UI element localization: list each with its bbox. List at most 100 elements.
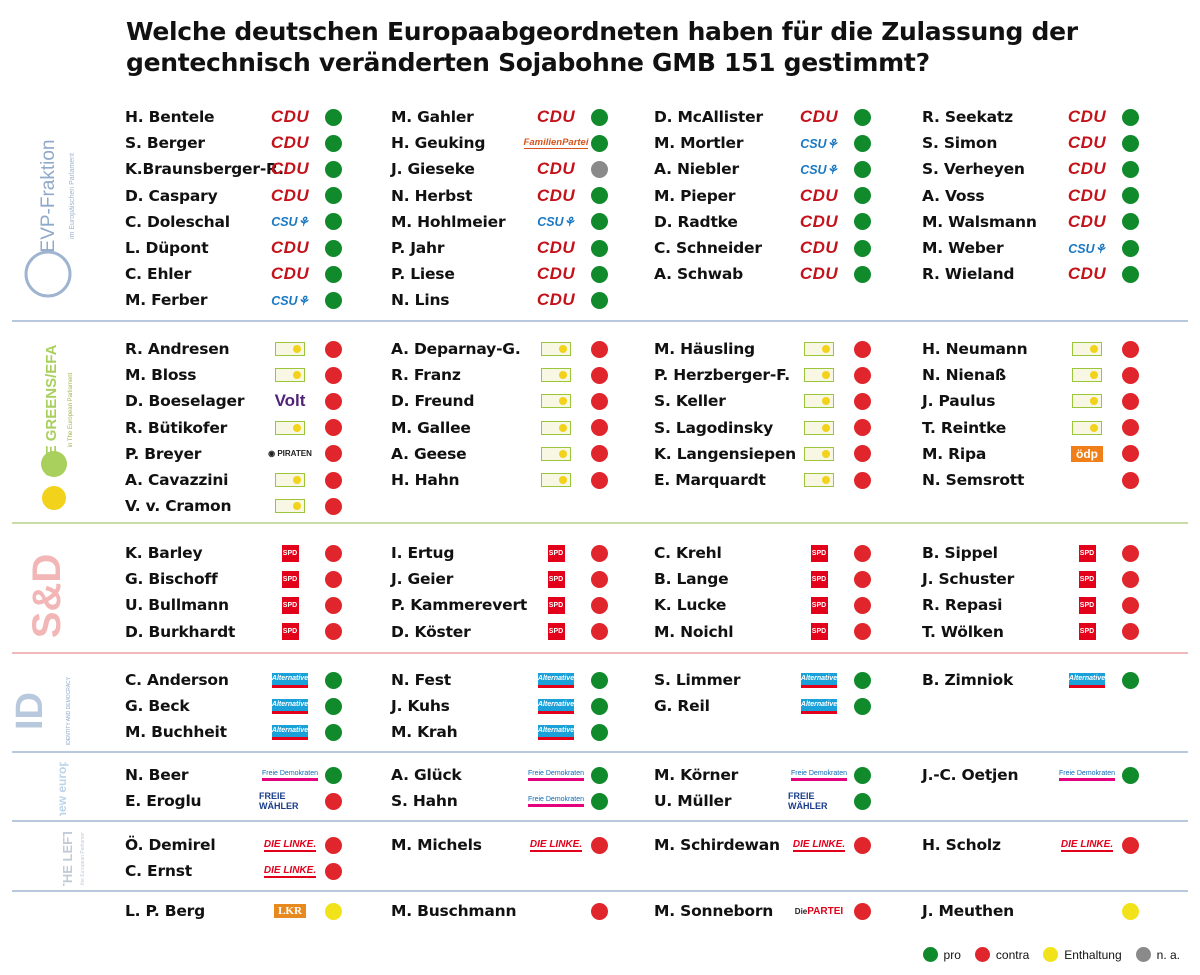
member-row: T. Wölken SPD [922, 619, 1188, 645]
party-logo: CDU [259, 133, 321, 153]
member-row: J. Paulus [922, 388, 1188, 414]
vote-contra-dot [1122, 623, 1139, 641]
vote-pro-dot [854, 265, 871, 283]
member-name: C. Doleschal [125, 212, 230, 231]
member-row: J. Geier SPD [391, 566, 654, 592]
member-row: G. Bischoff SPD [125, 566, 391, 592]
party-logo [788, 391, 850, 411]
vote-contra-dot [1122, 340, 1139, 358]
member-name: J. Schuster [922, 570, 1015, 589]
vote-pro-dot [1122, 160, 1139, 178]
group-columns: Ö. Demirel DIE LINKE. C. Ernst DIE LINKE. M.… [125, 832, 1188, 884]
party-logo: SPD [1056, 595, 1118, 615]
freie-waehler-logo: FREIE WÄHLER [259, 791, 299, 812]
member-row: C. Ernst DIE LINKE. [125, 858, 391, 884]
member-name: K. Lucke [654, 596, 727, 615]
member-name: N. Semsrott [922, 471, 1025, 490]
vote-contra-dot [854, 623, 871, 641]
vote-enthaltung-dot [1122, 902, 1139, 920]
member-name: J. Kuhs [391, 697, 450, 716]
gruene-logo [1072, 342, 1102, 357]
member-row: A. Glück Freie Demokraten [391, 762, 654, 788]
vote-pro-dot [325, 160, 342, 178]
member-name: E. Marquardt [654, 471, 766, 490]
gruene-logo [1072, 420, 1102, 435]
member-column: M. Sonneborn DiePARTEI [654, 898, 922, 924]
party-logo: CSU⚘ [525, 212, 587, 232]
vote-pro-dot [1122, 134, 1139, 152]
vote-contra-dot [854, 596, 871, 614]
greens-sun-icon [41, 451, 67, 477]
member-row: L. Düpont CDU [125, 235, 391, 261]
group-logo-graphic: renew europe. [55, 762, 69, 816]
cdu-logo: CDU [536, 238, 576, 258]
member-column: R. Andresen M. Bloss D. Boeselager Volt R. B… [125, 336, 391, 519]
member-column: M. Gahler CDU H. Geuking FamilienPartei J. G… [391, 104, 654, 314]
vote-pro-dot [1122, 671, 1139, 689]
oedp-logo: ödp [1071, 445, 1103, 462]
member-row: M. Walsmann CDU [922, 209, 1188, 235]
group-divider [12, 652, 1188, 654]
member-column: H. Bentele CDU S. Berger CDU K.Braunsberger-… [125, 104, 391, 314]
afd-logo: Alternative [272, 698, 308, 714]
member-name: D. Caspary [125, 186, 218, 205]
party-logo: SPD [525, 595, 587, 615]
member-name: S. Hahn [391, 792, 458, 811]
party-logo [1056, 901, 1118, 921]
member-name: D. Burkhardt [125, 622, 236, 641]
vote-contra-dot [325, 570, 342, 588]
gruene-logo [541, 368, 571, 383]
linke-logo: DIE LINKE. [792, 838, 846, 852]
vote-pro-dot [854, 792, 871, 810]
member-column: H. Neumann N. Nienaß J. Paulus T. Reintke M.… [922, 336, 1188, 519]
afd-logo: Alternative [538, 698, 574, 714]
member-name: A. Niebler [654, 160, 739, 179]
member-name: P. Liese [391, 265, 455, 284]
party-logo: CDU [259, 159, 321, 179]
evp-heart-icon [24, 250, 72, 298]
member-column: N. Beer Freie Demokraten E. Eroglu FREIE WÄ… [125, 762, 391, 814]
cdu-logo: CDU [1067, 185, 1107, 205]
gruene-logo [804, 420, 834, 435]
member-row: K. Barley SPD [125, 540, 391, 566]
gruene-logo [275, 473, 305, 488]
member-row: N. Semsrott [922, 467, 1188, 493]
vote-pro-dot [854, 213, 871, 231]
member-name: H. Geuking [391, 134, 486, 153]
group-logo-graphic: THE LEFT in the European Parliament [60, 832, 86, 886]
member-row: S. Hahn Freie Demokraten [391, 788, 654, 814]
group-logo-greens: THE GREENS/EFA in The European Parliament [12, 336, 102, 518]
vote-pro-dot [325, 723, 342, 741]
member-column: Ö. Demirel DIE LINKE. C. Ernst DIE LINKE. [125, 832, 391, 884]
csu-logo: CSU⚘ [1068, 241, 1106, 256]
vote-pro-dot [591, 265, 608, 283]
vote-pro-dot [1122, 239, 1139, 257]
member-row: M. Weber CSU⚘ [922, 235, 1188, 261]
cdu-logo: CDU [799, 211, 839, 231]
vote-contra-dot [854, 392, 871, 410]
member-row: M. Ferber CSU⚘ [125, 287, 391, 313]
group-logo-graphic: S&D [25, 554, 69, 638]
vote-contra-dot [325, 419, 342, 437]
member-name: M. Ferber [125, 291, 208, 310]
spd-logo: SPD [1078, 596, 1096, 614]
vote-pro-dot [325, 108, 342, 126]
cdu-logo: CDU [270, 185, 310, 205]
party-logo [259, 339, 321, 359]
left-logo-subtext: in the European Parliament [80, 832, 86, 886]
member-column: M. Schirdewan DIE LINKE. [654, 832, 922, 884]
member-row: M. Schirdewan DIE LINKE. [654, 832, 922, 858]
vote-pro-dot [854, 239, 871, 257]
cdu-logo: CDU [536, 290, 576, 310]
party-logo: CDU [259, 238, 321, 258]
party-logo: Alternative [525, 696, 587, 716]
spd-logo: SPD [1078, 623, 1096, 641]
party-logo: Freie Demokraten [525, 791, 587, 811]
member-name: P. Herzberger-F. [654, 366, 790, 385]
legend-enthaltung-dot [1043, 947, 1059, 962]
member-name: K. Barley [125, 544, 203, 563]
member-name: M. Gahler [391, 108, 474, 127]
member-name: R. Andresen [125, 340, 230, 359]
member-name: P. Jahr [391, 239, 445, 258]
vote-contra-dot [854, 340, 871, 358]
